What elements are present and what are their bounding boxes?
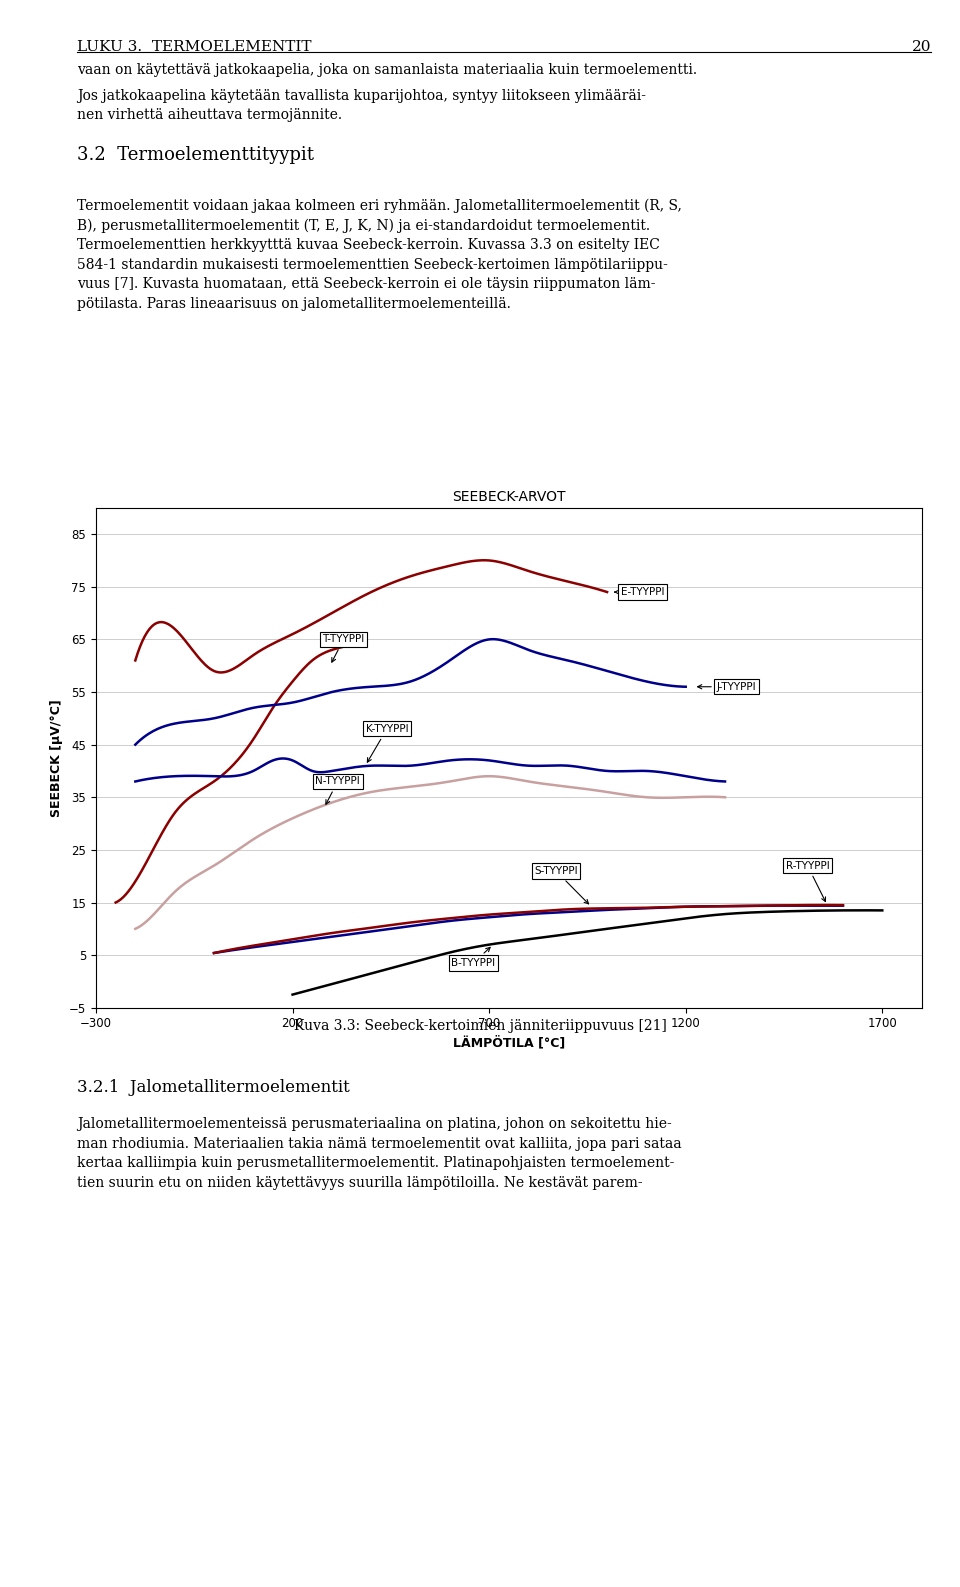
Text: T-TYYPPI: T-TYYPPI xyxy=(323,635,365,662)
Title: SEEBECK-ARVOT: SEEBECK-ARVOT xyxy=(452,490,565,505)
Text: K-TYYPPI: K-TYYPPI xyxy=(366,724,408,762)
Text: R-TYYPPI: R-TYYPPI xyxy=(785,860,829,901)
Text: Jos jatkokaapelina käytetään tavallista kuparijohtoa, syntyy liitokseen ylimäärä: Jos jatkokaapelina käytetään tavallista … xyxy=(77,89,646,122)
Text: LUKU 3.  TERMOELEMENTIT: LUKU 3. TERMOELEMENTIT xyxy=(77,40,311,54)
X-axis label: LÄMPÖTILA [°C]: LÄMPÖTILA [°C] xyxy=(453,1036,564,1049)
Text: J-TYYPPI: J-TYYPPI xyxy=(698,682,756,692)
Text: Jalometallitermoelementeissä perusmateriaalina on platina, johon on sekoitettu h: Jalometallitermoelementeissä perusmateri… xyxy=(77,1117,682,1190)
Text: S-TYYPPI: S-TYYPPI xyxy=(534,867,588,905)
Text: 20: 20 xyxy=(912,40,931,54)
Text: 3.2.1  Jalometallitermoelementit: 3.2.1 Jalometallitermoelementit xyxy=(77,1079,349,1097)
Y-axis label: SEEBECK [µV/°C]: SEEBECK [µV/°C] xyxy=(51,698,63,817)
Text: 3.2  Termoelementtityypit: 3.2 Termoelementtityypit xyxy=(77,146,314,163)
Text: Kuva 3.3: Seebeck-kertoimien jänniteriippuvuus [21]: Kuva 3.3: Seebeck-kertoimien jänniteriip… xyxy=(294,1019,666,1033)
Text: B-TYYPPI: B-TYYPPI xyxy=(451,947,495,968)
Text: Termoelementit voidaan jakaa kolmeen eri ryhmään. Jalometallitermoelementit (R, : Termoelementit voidaan jakaa kolmeen eri… xyxy=(77,198,682,311)
Text: vaan on käytettävä jatkokaapelia, joka on samanlaista materiaalia kuin termoelem: vaan on käytettävä jatkokaapelia, joka o… xyxy=(77,63,697,78)
Text: E-TYYPPI: E-TYYPPI xyxy=(614,587,664,597)
Text: N-TYYPPI: N-TYYPPI xyxy=(316,776,360,805)
